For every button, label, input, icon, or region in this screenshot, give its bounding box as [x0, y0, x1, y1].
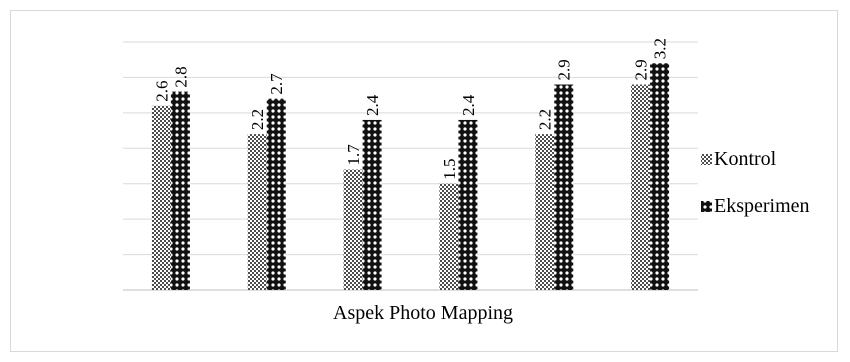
value-label-kontrol: 2.2 [536, 109, 555, 130]
value-label-kontrol: 2.9 [632, 59, 651, 80]
bar-kontrol [631, 84, 651, 290]
value-label-eksperimen: 3.2 [651, 38, 670, 59]
gridlines [123, 41, 698, 291]
legend-label-kontrol: Kontrol [714, 148, 777, 170]
chart-frame [10, 10, 838, 352]
bar-kontrol [439, 183, 459, 290]
x-axis-title: Aspek Photo Mapping [333, 302, 513, 324]
legend-swatch-eksperimen [701, 201, 712, 212]
value-label-kontrol: 2.2 [248, 109, 267, 130]
value-label-eksperimen: 2.7 [267, 73, 286, 95]
value-label-kontrol: 1.5 [440, 158, 459, 179]
legend-label-eksperimen: Eksperimen [714, 195, 810, 217]
value-label-kontrol: 1.7 [344, 144, 363, 166]
value-label-eksperimen: 2.4 [459, 94, 478, 116]
value-label-eksperimen: 2.9 [555, 59, 574, 80]
legend-swatch-kontrol [701, 154, 712, 165]
bar-eksperimen [170, 91, 190, 290]
value-label-eksperimen: 2.4 [363, 94, 382, 116]
value-label-kontrol: 2.6 [152, 81, 171, 102]
bar-kontrol [343, 169, 363, 290]
bar-eksperimen [650, 63, 670, 290]
legend: Kontrol Eksperimen [701, 148, 810, 217]
value-labels: 2.62.82.22.71.72.41.52.42.22.9 2.93.2 [152, 38, 669, 180]
value-label-eksperimen: 2.8 [171, 66, 190, 87]
bar-kontrol [535, 134, 555, 290]
bars [151, 63, 670, 291]
bar-kontrol [151, 105, 171, 291]
bar-kontrol [247, 134, 267, 290]
bar-eksperimen [554, 84, 574, 290]
bar-eksperimen [458, 119, 478, 290]
bar-eksperimen [266, 98, 286, 290]
bar-eksperimen [362, 119, 382, 290]
